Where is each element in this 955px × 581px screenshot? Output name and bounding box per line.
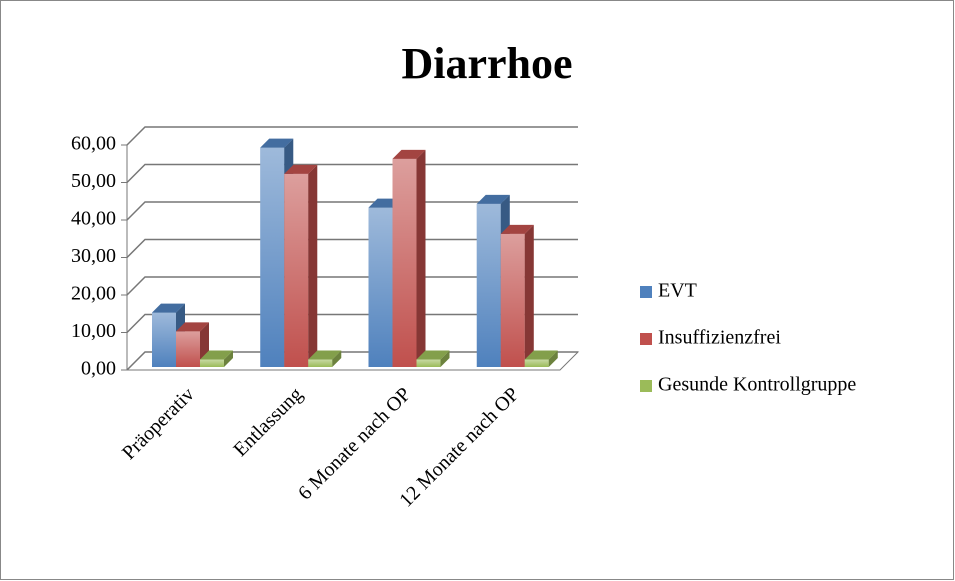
legend-label: Insuffizienzfrei: [658, 327, 781, 349]
bar-top: [176, 322, 209, 332]
bar-top-shade: [416, 350, 450, 360]
bar: [392, 149, 426, 367]
bar-top: [260, 138, 294, 148]
bar-top-shade: [500, 224, 534, 234]
bar: [308, 350, 342, 367]
bar-side: [224, 350, 233, 367]
legend-label: EVT: [658, 280, 697, 302]
legend-swatch: [640, 286, 652, 298]
bar-shine: [308, 359, 333, 367]
bar-side-shade: [332, 350, 342, 367]
bar: [152, 303, 185, 367]
bar-shine: [200, 359, 224, 367]
bar-side: [548, 350, 558, 367]
bar-top-shade: [392, 149, 426, 159]
legend-swatch: [640, 333, 652, 345]
bar-side: [524, 224, 534, 367]
bar-side-shade: [416, 149, 426, 367]
legend-swatch: [640, 380, 652, 392]
y-tick-label: 20,00: [71, 283, 116, 305]
bar: [176, 322, 209, 367]
bar-top: [200, 350, 233, 360]
bar-shine: [416, 359, 441, 367]
bar-side-shade: [524, 224, 534, 367]
y-tick-label: 0,00: [81, 358, 116, 380]
bar-top-shade: [308, 350, 342, 360]
y-tick-label: 50,00: [71, 170, 116, 192]
grid-line: [126, 238, 578, 259]
grid-line: [126, 163, 578, 184]
bar-side: [416, 149, 426, 367]
y-tick-label: 10,00: [71, 320, 116, 342]
y-tick-label: 30,00: [71, 245, 116, 267]
bar: [200, 350, 233, 367]
bar-top: [500, 224, 534, 234]
bar-top: [416, 350, 450, 360]
bar-top-shade: [152, 303, 185, 313]
bar-top-shade: [200, 350, 233, 360]
bar: [284, 164, 318, 367]
bar-side-shade: [548, 350, 558, 367]
grid-line: [126, 276, 578, 296]
bar-side-shade: [224, 350, 233, 367]
bar-top: [476, 194, 510, 204]
grid-line: [126, 313, 578, 334]
bar-side: [308, 164, 318, 367]
bar-shine: [260, 147, 285, 367]
bar-side: [440, 350, 450, 367]
bar: [416, 350, 450, 367]
bar-shine: [524, 359, 549, 367]
bar: [500, 224, 534, 367]
bar-top-shade: [284, 164, 318, 174]
bar-top: [392, 149, 426, 159]
bar-top-shade: [176, 322, 209, 332]
bar-top-shade: [476, 194, 510, 204]
y-tick-label: 60,00: [71, 133, 116, 155]
bar-top: [284, 164, 318, 174]
bar-top: [524, 350, 558, 360]
bar-shine: [476, 203, 501, 367]
bar-side: [332, 350, 342, 367]
bar-side-shade: [440, 350, 450, 367]
bar: [524, 350, 558, 367]
legend-label: Gesunde Kontrollgruppe: [658, 374, 856, 396]
y-tick-label: 40,00: [71, 208, 116, 230]
grid-line: [126, 126, 578, 146]
bar-top-shade: [260, 138, 294, 148]
grid-line: [126, 201, 578, 221]
bar-top-shade: [524, 350, 558, 360]
bar-shine: [500, 233, 525, 367]
bar-shine: [152, 312, 176, 367]
bar-shine: [368, 207, 393, 367]
bar-shine: [392, 158, 417, 367]
bar-side-shade: [308, 164, 318, 367]
bar-shine: [176, 331, 200, 367]
bar-top: [308, 350, 342, 360]
chart-title: Diarrhoe: [401, 39, 572, 88]
bar-top: [152, 303, 185, 313]
bar-shine: [284, 173, 309, 367]
